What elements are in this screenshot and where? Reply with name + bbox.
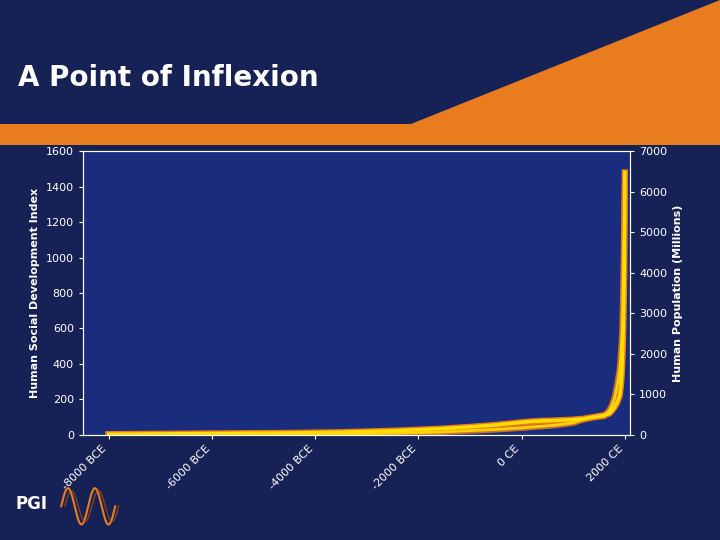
Y-axis label: Human Social Development Index: Human Social Development Index: [30, 188, 40, 398]
Bar: [0, 124, 720, 145]
Text: A Point of Inflexion: A Point of Inflexion: [18, 64, 319, 92]
Y-axis label: Human Population (Millions): Human Population (Millions): [672, 204, 683, 382]
Polygon shape: [396, 0, 720, 130]
Text: 3: 3: [663, 22, 676, 40]
Text: PGI: PGI: [16, 495, 48, 514]
